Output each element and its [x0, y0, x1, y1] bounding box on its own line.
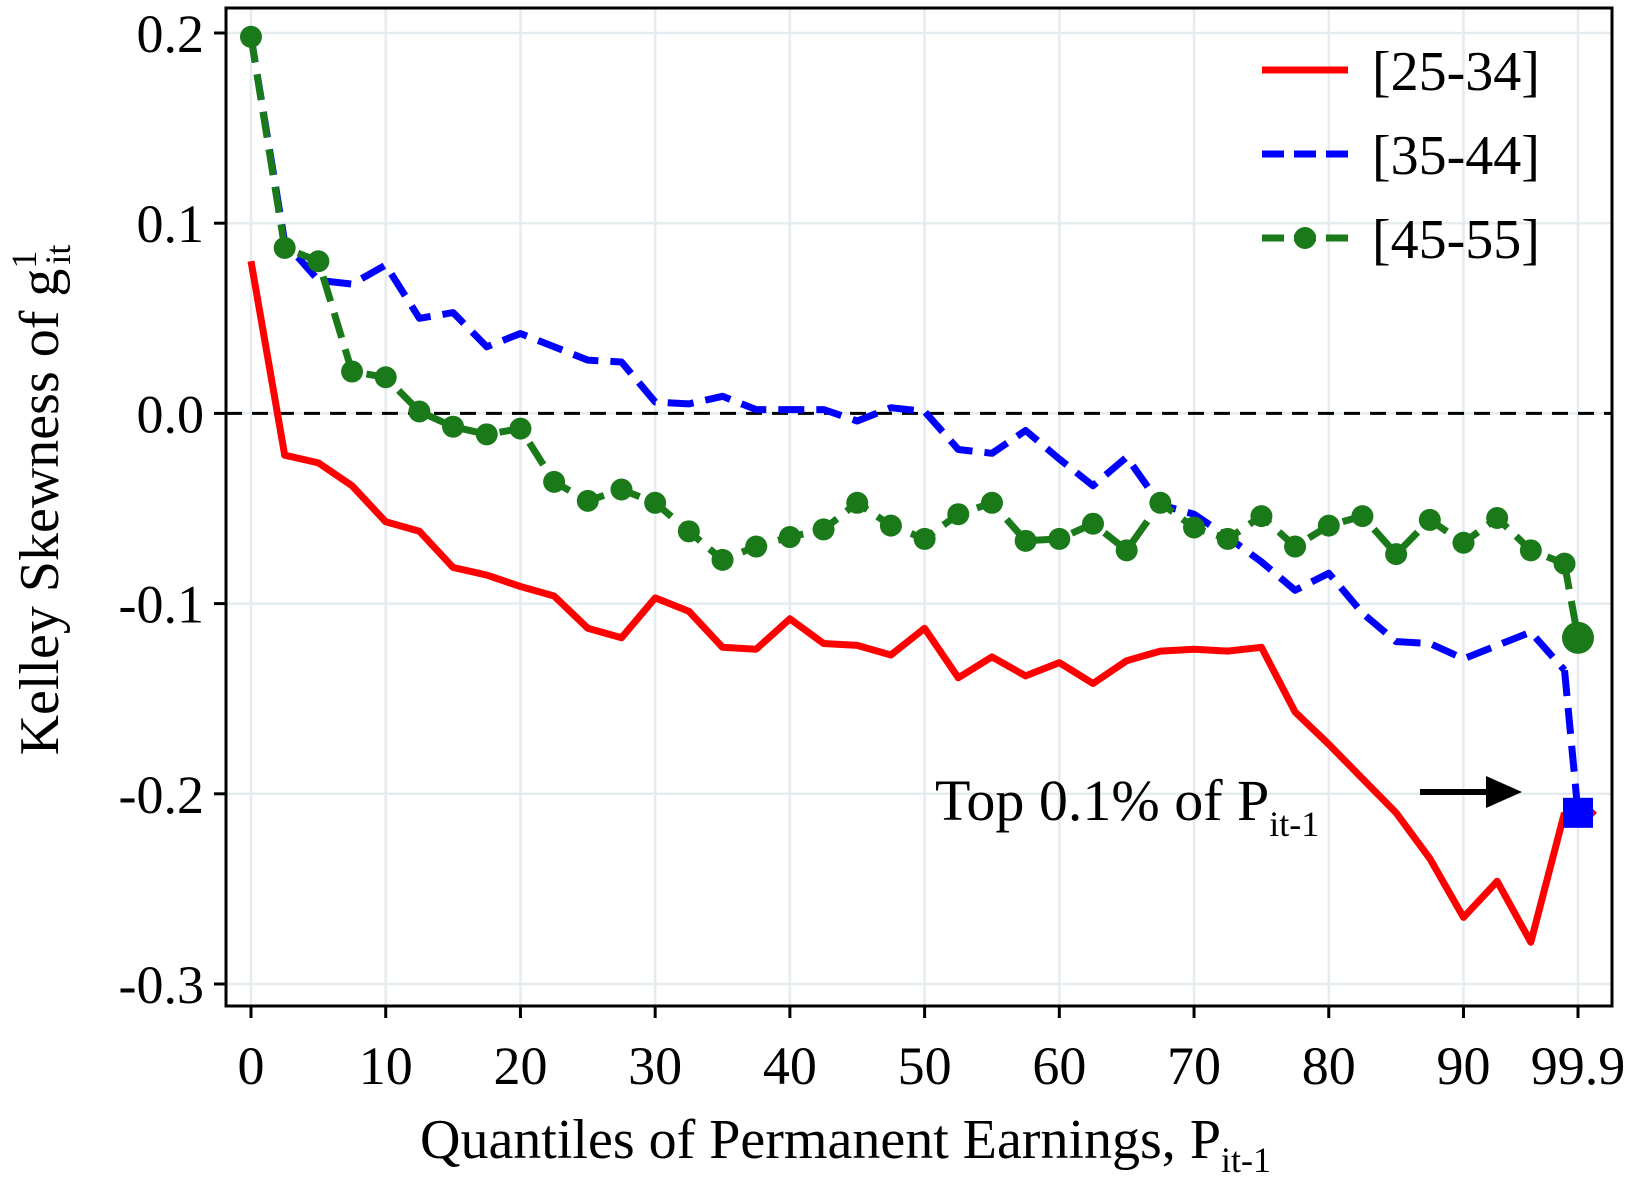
- x-tick-label-0: 0: [238, 1036, 265, 1096]
- x-tick-label-5: 50: [898, 1036, 952, 1096]
- series-2-point-22: [980, 491, 1003, 514]
- y-tick-label-2: 0.0: [137, 384, 205, 444]
- series-line-2: [247, 36, 1566, 567]
- series-2-point-4: [374, 366, 397, 389]
- marker-layer: [240, 25, 1597, 828]
- series-line-1: [247, 36, 1568, 673]
- annotation-arrow: [1420, 776, 1522, 808]
- x-tick-label-9: 90: [1436, 1036, 1490, 1096]
- series-2-point-28: [1183, 516, 1206, 539]
- series-2-point-27: [1149, 491, 1172, 514]
- legend-marker-45-55: [1294, 227, 1316, 249]
- series-2-point-31: [1284, 535, 1307, 558]
- series-2-point-19: [879, 514, 902, 537]
- series-2-point-3: [341, 360, 364, 383]
- series-2-point-14: [711, 548, 734, 571]
- series-2-point-2: [307, 250, 330, 273]
- legend-item-35-44: [35-44]: [1262, 125, 1540, 187]
- x-axis-title: Quantiles of Permanent Earnings, Pit-1: [420, 1109, 1271, 1178]
- x-axis-ticks: 0 10 20 30 40 50 60 70 80 90 99.9: [238, 1006, 1626, 1096]
- annotation-arrow-head: [1486, 776, 1522, 808]
- series-2-point-6: [442, 415, 465, 438]
- y-tick-label-0: 0.2: [137, 4, 205, 64]
- series-2-point-11: [610, 478, 633, 501]
- series-2-point-18: [846, 491, 869, 514]
- y-tick-label-3: -0.1: [119, 575, 204, 635]
- y-tick-label-4: -0.2: [119, 765, 204, 825]
- series-2-point-17: [812, 518, 835, 541]
- top-percentile-annotation: Top 0.1% of Pit-1: [935, 768, 1319, 844]
- x-tick-label-1: 10: [359, 1036, 413, 1096]
- series-2-point-8: [509, 417, 532, 440]
- series-2-point-34: [1385, 543, 1408, 566]
- series-2-point-24: [1048, 527, 1071, 550]
- series-2-point-0: [240, 25, 262, 48]
- legend-label-45-55: [45-55]: [1372, 209, 1540, 271]
- legend-label-25-34: [25-34]: [1372, 41, 1540, 103]
- series-2-point-1: [273, 236, 296, 259]
- series-2-point-25: [1082, 512, 1105, 535]
- y-tick-label-1: 0.1: [137, 194, 205, 254]
- top-marker-square: [1563, 797, 1593, 828]
- series-2-point-33: [1351, 505, 1374, 528]
- x-tick-label-4: 40: [763, 1036, 817, 1096]
- series-2-point-39: [1553, 552, 1576, 575]
- x-tick-label-8: 80: [1302, 1036, 1356, 1096]
- series-2-point-21: [947, 503, 970, 526]
- series-2-point-5: [408, 400, 431, 423]
- series-2-point-13: [677, 520, 700, 543]
- series-2-point-7: [475, 423, 498, 446]
- series-2-point-9: [543, 470, 566, 493]
- legend-item-25-34: [25-34]: [1262, 41, 1540, 103]
- series-line-0: [247, 260, 1568, 946]
- y-tick-label-5: -0.3: [119, 955, 204, 1015]
- series-2-point-38: [1519, 539, 1542, 562]
- series-2-point-30: [1250, 505, 1273, 528]
- series-2-point-26: [1115, 539, 1138, 562]
- legend: [25-34] [35-44] [45-55]: [1262, 41, 1540, 271]
- top-connector-1: [1561, 669, 1582, 814]
- plot-border: [224, 6, 1614, 1008]
- y-axis-ticks: 0.2 0.1 0.0 -0.1 -0.2 -0.3: [119, 4, 226, 1015]
- series-2-point-37: [1486, 507, 1509, 530]
- plot-frame: [224, 6, 1614, 1008]
- series-2-point-15: [745, 535, 768, 558]
- top-marker-circle: [1562, 621, 1594, 654]
- legend-label-35-44: [35-44]: [1372, 125, 1540, 187]
- series-2-point-16: [778, 526, 801, 549]
- y-axis-title: Kelley Skewness of g1it: [4, 245, 78, 756]
- series-2-point-10: [576, 489, 599, 512]
- x-tick-label-7: 70: [1167, 1036, 1221, 1096]
- series-2-point-36: [1452, 531, 1475, 554]
- legend-item-45-55: [45-55]: [1262, 209, 1540, 271]
- x-tick-label-2: 20: [493, 1036, 547, 1096]
- series-2-point-20: [913, 527, 936, 550]
- series-2-point-29: [1216, 527, 1239, 550]
- x-tick-label-6: 60: [1032, 1036, 1086, 1096]
- series-2-point-23: [1014, 529, 1037, 552]
- series-2-point-32: [1317, 514, 1340, 537]
- series-2-point-35: [1418, 508, 1441, 531]
- x-tick-label-10: 99.9: [1531, 1036, 1626, 1096]
- series-2-point-12: [644, 491, 667, 514]
- x-tick-label-3: 30: [628, 1036, 682, 1096]
